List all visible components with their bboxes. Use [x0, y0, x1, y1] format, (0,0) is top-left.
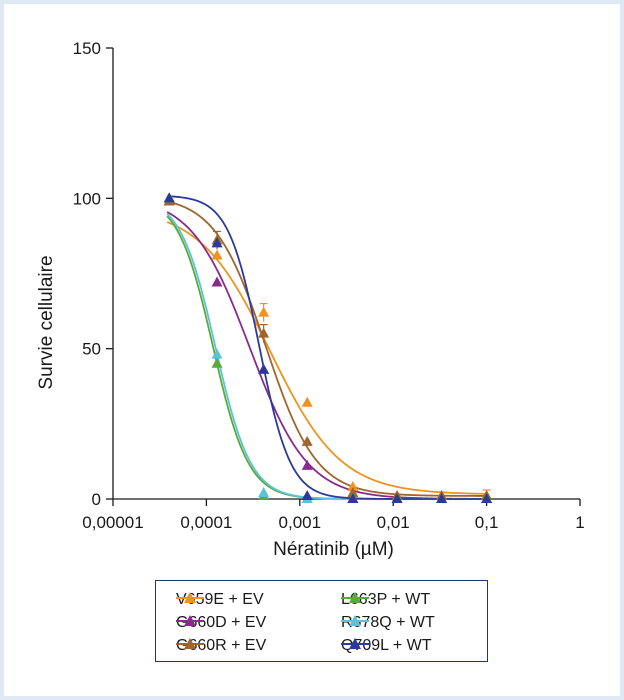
x-tick-label: 0,01	[377, 513, 410, 532]
y-tick-label: 100	[73, 189, 101, 208]
y-tick-label: 50	[82, 340, 101, 359]
legend-item-q709l: Q709L + WT	[341, 637, 432, 655]
legend-label-v659e: V659E + EV	[176, 591, 264, 608]
x-axis-title: Nératinib (µM)	[273, 539, 394, 560]
legend-label-q709l: Q709L + WT	[341, 637, 432, 654]
data-point-5	[347, 493, 359, 503]
data-point-5	[163, 192, 175, 203]
data-point-5	[481, 493, 493, 503]
fit-curve-0	[166, 221, 487, 495]
data-point-0	[211, 249, 223, 260]
data-point-2	[258, 327, 270, 338]
legend-label-l663p: L663P + WT	[341, 591, 431, 608]
data-point-1	[301, 459, 313, 470]
legend-label-g660d: G660D + EV	[176, 614, 267, 631]
x-tick-label: 1	[575, 513, 584, 532]
data-point-0	[258, 306, 270, 317]
legend-label-r678q: R678Q + WT	[341, 614, 435, 631]
data-point-2	[347, 486, 359, 497]
x-tick-label: 0,001	[279, 513, 322, 532]
data-point-2	[301, 435, 313, 446]
data-point-4	[258, 486, 270, 497]
data-point-5	[211, 237, 223, 248]
data-point-4	[211, 348, 223, 359]
data-point-5	[301, 489, 313, 500]
legend-label-g660r: G660R + EV	[176, 637, 267, 654]
legend-item-l663p: L663P + WT	[341, 591, 430, 609]
data-point-0	[301, 396, 313, 407]
legend-item-v659e: V659E + EV	[176, 591, 264, 609]
data-point-3	[211, 357, 223, 368]
chart-legend: V659E + EV G660D + EV G660R + EV L663P +…	[155, 580, 488, 662]
x-tick-label: 0,00001	[82, 513, 143, 532]
legend-item-g660d: G660D + EV	[176, 614, 266, 632]
legend-item-r678q: R678Q + WT	[341, 614, 435, 632]
x-tick-label: 0,0001	[180, 513, 232, 532]
data-point-5	[391, 493, 403, 503]
x-tick-label: 0,1	[475, 513, 499, 532]
y-tick-label: 0	[92, 490, 101, 509]
y-tick-label: 150	[73, 39, 101, 58]
legend-item-g660r: G660R + EV	[176, 637, 266, 655]
data-point-0	[347, 480, 359, 491]
data-point-1	[211, 276, 223, 287]
y-axis-title: Survie cellulaire	[36, 255, 57, 389]
fit-curve-5	[167, 195, 487, 500]
data-point-5	[436, 493, 448, 503]
fit-curve-2	[166, 200, 487, 497]
data-point-5	[258, 363, 270, 374]
